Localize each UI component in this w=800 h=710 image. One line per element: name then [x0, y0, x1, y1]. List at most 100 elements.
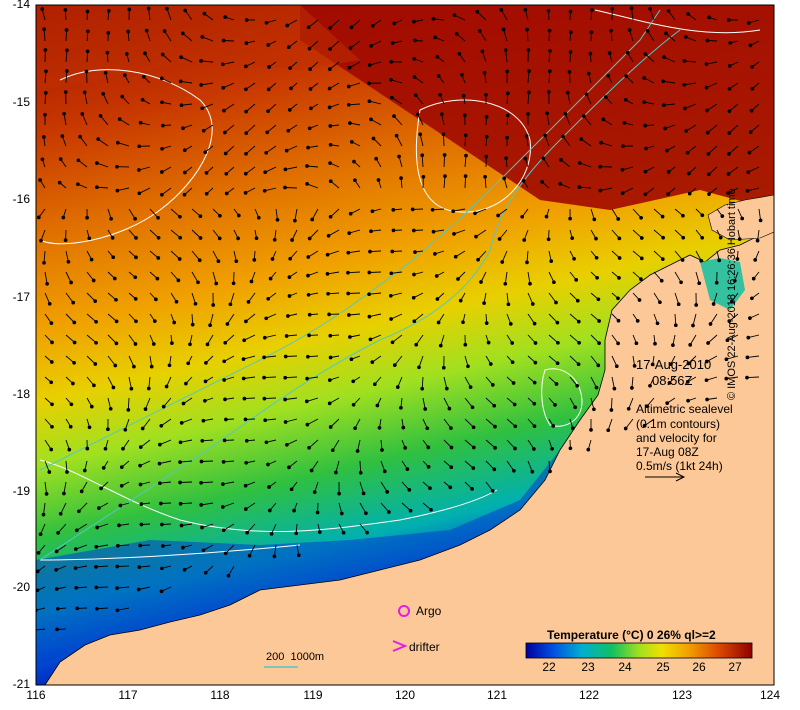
velocity-arrowhead [146, 6, 151, 11]
velocity-arrowhead [94, 319, 98, 324]
velocity-arrowhead [328, 161, 332, 165]
velocity-arrow [43, 29, 46, 42]
velocity-arrow [75, 565, 88, 569]
velocity-arrow [610, 397, 613, 411]
velocity-arrowhead [159, 170, 164, 174]
velocity-arrowhead [596, 363, 601, 368]
velocity-arrowhead [204, 191, 209, 196]
velocity-arrowhead [694, 303, 699, 307]
velocity-arrowhead [661, 235, 665, 240]
velocity-arrowhead [296, 553, 301, 558]
velocity-arrowhead [370, 23, 375, 28]
velocity-arrowhead [160, 566, 164, 571]
velocity-arrowhead [581, 114, 586, 118]
velocity-arrowhead [156, 215, 160, 220]
velocity-arrow [728, 166, 739, 175]
velocity-arrowhead [156, 235, 161, 240]
velocity-arrowhead [328, 355, 333, 360]
velocity-arrow [357, 439, 361, 452]
velocity-arrowhead [182, 148, 187, 153]
velocity-arrowhead [750, 65, 754, 69]
velocity-arrowhead [327, 378, 332, 382]
velocity-arrowhead [444, 386, 449, 391]
velocity-arrowhead [221, 85, 226, 90]
velocity-arrowhead [265, 130, 270, 135]
lon-tick: 122 [578, 688, 600, 702]
velocity-arrowhead [269, 532, 274, 536]
velocity-arrowhead [305, 182, 309, 186]
velocity-arrowhead [118, 503, 123, 508]
velocity-arrowhead [198, 236, 203, 240]
velocity-arrowhead [429, 507, 433, 512]
velocity-arrowhead [96, 137, 101, 141]
velocity-arrowhead [504, 156, 508, 161]
velocity-arrow [264, 334, 277, 339]
velocity-arrowhead [673, 323, 678, 328]
velocity-arrowhead [594, 236, 598, 241]
velocity-arrowhead [45, 281, 49, 286]
colorbar [525, 642, 753, 659]
velocity-arrowhead [377, 425, 382, 430]
velocity-arrowhead [80, 112, 85, 116]
velocity-arrowhead [549, 259, 554, 263]
velocity-arrowhead [50, 424, 54, 429]
velocity-arrow [653, 208, 663, 217]
velocity-arrowhead [223, 340, 228, 345]
velocity-arrow [485, 481, 494, 492]
velocity-arrowhead [159, 76, 164, 81]
velocity-arrowhead [676, 302, 681, 307]
velocity-arrowhead [284, 334, 289, 338]
velocity-arrowhead [658, 300, 662, 305]
velocity-arrowhead [397, 154, 401, 159]
velocity-arrowhead [337, 491, 341, 496]
velocity-arrow [390, 292, 403, 297]
velocity-arrowhead [91, 278, 96, 283]
velocity-arrow [347, 271, 361, 274]
velocity-arrow [329, 40, 340, 50]
velocity-arrowhead [119, 465, 124, 469]
velocity-arrowhead [120, 94, 125, 99]
velocity-arrowhead [466, 364, 470, 369]
velocity-arrow [308, 19, 319, 28]
velocity-arrow [95, 565, 109, 568]
velocity-arrowhead [643, 192, 648, 197]
velocity-arrowhead [117, 523, 121, 528]
velocity-arrow [223, 523, 235, 531]
velocity-arrowhead [199, 83, 204, 87]
velocity-arrow [548, 313, 558, 323]
velocity-arrow [224, 334, 235, 344]
velocity-arrow [117, 565, 130, 567]
velocity-arrowhead [40, 157, 45, 162]
lon-tick: 118 [210, 688, 230, 702]
velocity-arrow [649, 8, 655, 21]
velocity-arrow [674, 292, 680, 305]
velocity-arrowhead [158, 481, 162, 486]
lat-tick: -19 [12, 484, 30, 498]
velocity-arrowhead [403, 446, 408, 450]
velocity-arrow [201, 481, 214, 484]
velocity-arrowhead [205, 342, 210, 347]
velocity-arrowhead [309, 468, 314, 473]
velocity-arrow [393, 115, 403, 126]
colorbar-tick: 26 [692, 660, 706, 674]
velocity-arrowhead [286, 45, 291, 50]
velocity-arrowhead [526, 48, 531, 52]
velocity-arrowhead [101, 466, 106, 470]
velocity-arrowhead [44, 69, 48, 74]
sealevel-contour [415, 99, 531, 213]
velocity-arrowhead [453, 254, 458, 259]
velocity-arrowhead [475, 9, 480, 14]
velocity-arrow [747, 355, 760, 358]
velocity-arrowhead [85, 215, 89, 220]
velocity-arrowhead [183, 8, 188, 13]
velocity-arrow [579, 186, 592, 189]
velocity-arrowhead [414, 342, 419, 347]
velocity-arrow [564, 113, 571, 126]
velocity-arrow [44, 313, 52, 324]
velocity-arrowhead [389, 271, 394, 276]
velocity-arrowhead [155, 276, 160, 281]
velocity-arrowhead [705, 397, 709, 402]
velocity-arrow [161, 187, 172, 196]
velocity-arrowhead [484, 134, 489, 139]
velocity-arrow [65, 271, 72, 283]
